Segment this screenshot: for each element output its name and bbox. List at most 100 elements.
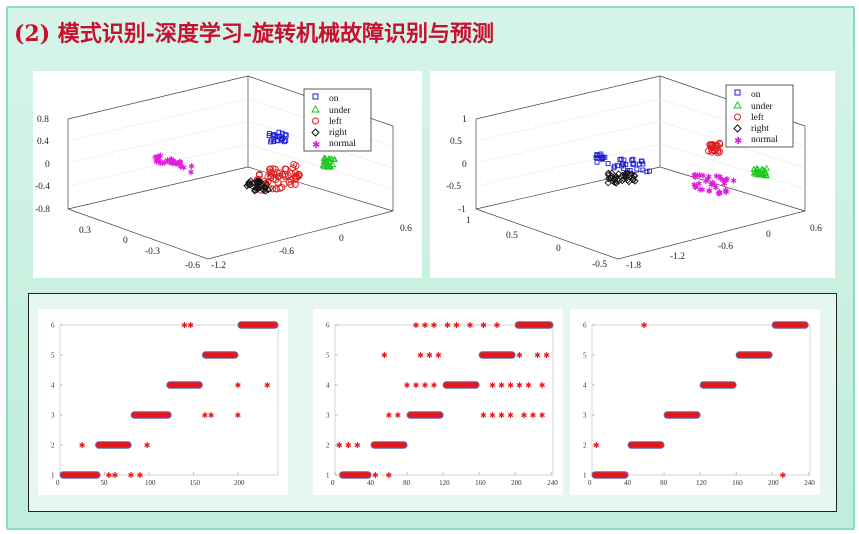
square-point xyxy=(637,161,642,167)
circle-point xyxy=(707,144,715,152)
star-point: ✱ xyxy=(168,158,175,167)
star-point: ✱ xyxy=(167,158,174,167)
x-tick-label: 150 xyxy=(189,479,200,487)
outlier-point: ✱ xyxy=(426,351,433,360)
star-point: ✱ xyxy=(177,159,184,168)
star-point: ✱ xyxy=(700,171,707,180)
square-point xyxy=(639,158,645,164)
y-tick-label: 4 xyxy=(326,382,330,390)
outlier-point: ✱ xyxy=(779,471,786,480)
z-tick: 0 xyxy=(462,160,467,170)
y-tick: -0.6 xyxy=(279,247,294,257)
star-point: ✱ xyxy=(713,172,720,181)
diamond-point xyxy=(261,187,270,195)
diamond-point xyxy=(618,176,626,185)
diamond-marker-icon xyxy=(733,124,742,133)
square-point xyxy=(630,156,636,162)
triangle-point xyxy=(763,164,770,171)
star-point: ✱ xyxy=(723,188,730,197)
diamond-point xyxy=(621,170,629,178)
square-point xyxy=(594,159,600,165)
outlier-point: ✱ xyxy=(507,411,514,420)
outlier-point: ✱ xyxy=(422,381,429,390)
diamond-point xyxy=(605,175,613,183)
diamond-point xyxy=(624,169,632,177)
y-tick-label: 4 xyxy=(583,382,587,390)
diamond-point xyxy=(252,184,261,192)
outlier-point: ✱ xyxy=(543,351,550,360)
circle-point xyxy=(288,169,296,177)
star-point: ✱ xyxy=(730,177,737,186)
square-point xyxy=(612,163,618,169)
scatter-3d-left-points: ✱✱✱✱ ✱✱ ✱✱ ✱✱✱✱✱✱✱ ✱✱ ✱✱✱ ✱✱ ✱ ✱✱ ✱✱ ✱✱✱ xyxy=(152,129,339,195)
x-tick-label: 240 xyxy=(547,479,558,487)
z-tick: 0.5 xyxy=(450,137,462,147)
star-point: ✱ xyxy=(694,171,701,180)
circle-marker-icon xyxy=(312,117,319,125)
outlier-point: ✱ xyxy=(413,381,420,390)
x-tick-label: 40 xyxy=(624,479,632,487)
legend-label: left xyxy=(751,112,764,123)
star-point: ✱ xyxy=(174,159,181,168)
star-point: ✱ xyxy=(152,153,159,162)
outlier-point: ✱ xyxy=(381,351,388,360)
prediction-segment xyxy=(699,381,737,389)
outlier-point: ✱ xyxy=(395,411,402,420)
circle-point xyxy=(266,168,274,176)
outlier-point: ✱ xyxy=(105,471,112,480)
circle-point xyxy=(267,172,274,180)
outlier-point: ✱ xyxy=(498,411,505,420)
triangle-point xyxy=(763,172,770,179)
star-point: ✱ xyxy=(168,156,175,165)
diamond-point xyxy=(243,182,251,190)
prediction-segment xyxy=(663,411,701,419)
star-point: ✱ xyxy=(716,188,723,197)
star-point: ✱ xyxy=(155,152,162,161)
outlier-point: ✱ xyxy=(144,441,151,450)
legend-label: right xyxy=(329,128,347,138)
prediction-segment xyxy=(442,381,480,389)
legend-label: right xyxy=(751,124,769,134)
star-point: ✱ xyxy=(188,162,195,171)
diamond-point xyxy=(250,187,259,195)
plot-frame xyxy=(591,324,811,476)
star-point: ✱ xyxy=(699,186,706,195)
y-tick-label: 6 xyxy=(51,322,55,330)
star-point: ✱ xyxy=(157,159,164,168)
star-point: ✱ xyxy=(168,155,175,164)
outlier-point: ✱ xyxy=(507,381,514,390)
outlier-point: ✱ xyxy=(386,411,393,420)
z-tick: -0.8 xyxy=(35,205,50,215)
y-tick: -0.6 xyxy=(718,242,733,252)
legend-label: under xyxy=(751,102,773,112)
plot-frame xyxy=(334,324,554,476)
y-tick-label: 4 xyxy=(51,382,55,390)
square-point xyxy=(646,168,652,174)
diamond-point xyxy=(606,174,615,182)
y-tick-label: 5 xyxy=(326,352,330,360)
star-point: ✱ xyxy=(164,156,171,165)
outlier-point: ✱ xyxy=(202,411,209,420)
prediction-segment xyxy=(130,411,172,419)
star-point: ✱ xyxy=(706,187,713,196)
x-tick: 0 xyxy=(556,244,561,254)
star-point: ✱ xyxy=(174,159,181,168)
star-point: ✱ xyxy=(715,190,722,199)
outlier-point: ✱ xyxy=(345,441,352,450)
diamond-point xyxy=(629,176,637,184)
outlier-point: ✱ xyxy=(453,321,460,330)
diamond-point xyxy=(604,179,612,187)
prediction-chart-2: 1 2 3 4 5 6 0 40 80 120 160 200 240 ✱ ✱ ✱ ✱ ✱ ✱ ✱ ✱ ✱ ✱ ✱ ✱ ✱ ✱ ✱ ✱ ✱… xyxy=(313,309,563,495)
y-tick: 0.6 xyxy=(400,224,412,234)
triangle-point xyxy=(755,171,762,178)
prediction-segment xyxy=(237,321,279,329)
scatter-3d-left: 0.8 0.4 0 -0.4 -0.8 0.3 0 -0.3 -0.6 -1.2… xyxy=(35,75,412,271)
circle-point xyxy=(272,176,280,184)
square-point xyxy=(640,167,646,173)
circle-marker-icon xyxy=(734,113,741,121)
circle-point xyxy=(291,180,299,188)
outlier-point: ✱ xyxy=(489,411,496,420)
z-tick: -1 xyxy=(458,205,466,215)
outlier-point: ✱ xyxy=(359,471,366,480)
star-point: ✱ xyxy=(692,171,699,180)
